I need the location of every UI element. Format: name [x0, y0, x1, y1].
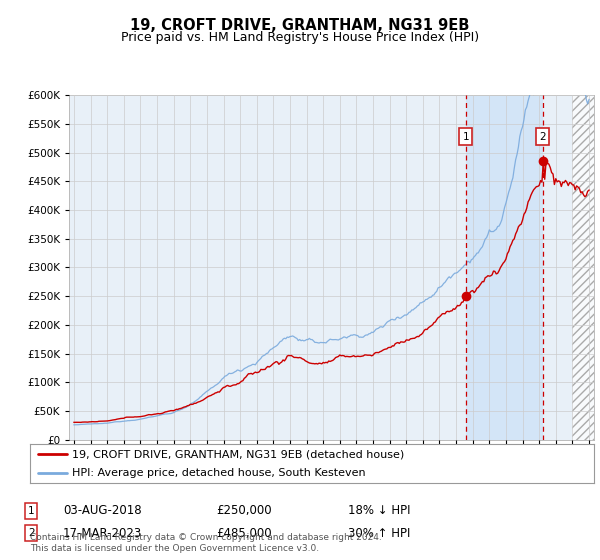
Text: £485,000: £485,000 — [216, 526, 272, 540]
Text: 03-AUG-2018: 03-AUG-2018 — [63, 504, 142, 517]
Text: 1: 1 — [463, 132, 469, 142]
Text: 1: 1 — [28, 506, 35, 516]
Text: 2: 2 — [539, 132, 546, 142]
Text: 17-MAR-2023: 17-MAR-2023 — [63, 526, 142, 540]
Text: Contains HM Land Registry data © Crown copyright and database right 2024.
This d: Contains HM Land Registry data © Crown c… — [30, 533, 382, 553]
Text: 19, CROFT DRIVE, GRANTHAM, NG31 9EB: 19, CROFT DRIVE, GRANTHAM, NG31 9EB — [130, 18, 470, 33]
Text: 30% ↑ HPI: 30% ↑ HPI — [348, 526, 410, 540]
Text: 2: 2 — [28, 528, 35, 538]
Bar — [572, 95, 598, 440]
Text: £250,000: £250,000 — [216, 504, 272, 517]
Bar — [572, 95, 598, 440]
Text: Price paid vs. HM Land Registry's House Price Index (HPI): Price paid vs. HM Land Registry's House … — [121, 31, 479, 44]
Text: 18% ↓ HPI: 18% ↓ HPI — [348, 504, 410, 517]
Text: 19, CROFT DRIVE, GRANTHAM, NG31 9EB (detached house): 19, CROFT DRIVE, GRANTHAM, NG31 9EB (det… — [73, 450, 404, 460]
Text: HPI: Average price, detached house, South Kesteven: HPI: Average price, detached house, Sout… — [73, 468, 366, 478]
Bar — [466, 95, 542, 440]
